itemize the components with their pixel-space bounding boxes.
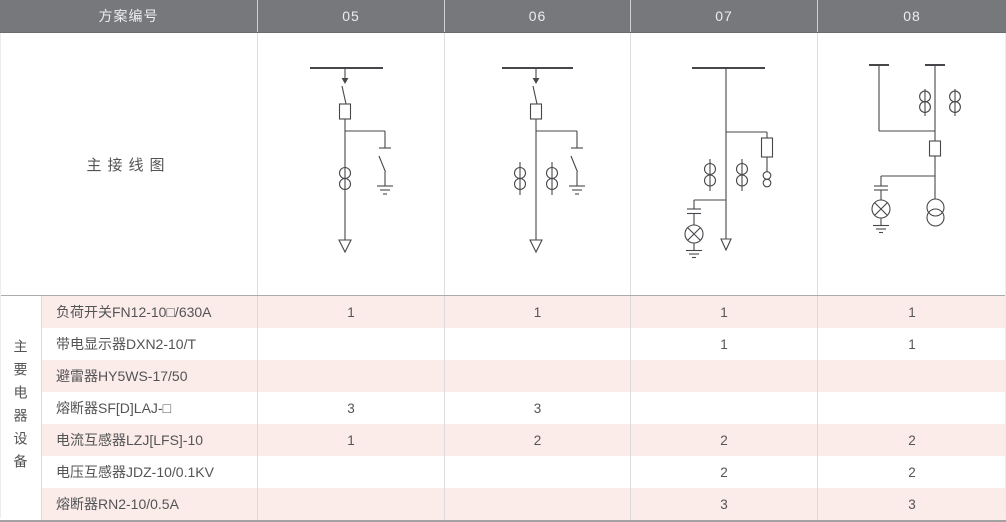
quantity-cell: 1 (817, 296, 1006, 328)
scheme-06-single-line-diagram-icon (502, 67, 585, 254)
equipment-group-label-cell: 主要电器设备 (0, 296, 42, 520)
quantity-cell: 3 (817, 488, 1006, 520)
scheme-07-single-line-diagram-icon (684, 67, 774, 259)
quantity-cell: 2 (630, 424, 817, 456)
quantity-cell (257, 488, 444, 520)
quantity-cell: 2 (444, 424, 630, 456)
scheme-05-single-line-diagram-icon (310, 67, 393, 254)
quantity-cell (444, 360, 630, 392)
table-row: 避雷器HY5WS-17/50 (42, 360, 1006, 392)
cable-terminal-icon (338, 239, 352, 254)
equipment-group-label: 主要电器设备 (12, 339, 29, 477)
current-transformer-icon (949, 89, 961, 116)
load-switch-icon (341, 68, 349, 105)
table-row: 负荷开关FN12-10□/630A 1 1 1 1 (42, 296, 1006, 328)
quantity-cell (817, 392, 1006, 424)
earthing-switch-icon (536, 130, 585, 195)
fuse-icon (529, 103, 543, 120)
quantity-cell (817, 360, 1006, 392)
quantity-cell (444, 328, 630, 360)
header-scheme-06: 06 (444, 0, 630, 32)
quantity-cell: 1 (444, 296, 630, 328)
header-scheme-08: 08 (817, 0, 1006, 32)
fuse-icon (760, 137, 774, 158)
load-switch-icon (532, 68, 540, 105)
equipment-name-cell: 避雷器HY5WS-17/50 (56, 368, 188, 384)
table-row: 电压互感器JDZ-10/0.1KV 2 2 (42, 456, 1006, 488)
quantity-cell: 2 (817, 456, 1006, 488)
header-scheme-07: 07 (630, 0, 817, 32)
quantity-cell: 1 (817, 328, 1006, 360)
quantity-cell: 3 (444, 392, 630, 424)
scheme-07-diagram-cell (630, 33, 817, 295)
current-transformer-icon (919, 89, 931, 116)
current-transformer-icon (703, 159, 717, 191)
equipment-name-cell: 负荷开关FN12-10□/630A (56, 304, 212, 320)
current-transformer-icon (338, 166, 352, 191)
quantity-cell: 1 (257, 296, 444, 328)
equipment-rows: 负荷开关FN12-10□/630A 1 1 1 1 带电显示器DXN2-10/T… (42, 296, 1006, 520)
live-display-device-icon (871, 175, 935, 234)
quantity-cell: 2 (817, 424, 1006, 456)
equipment-name-cell: 熔断器SF[D]LAJ-□ (56, 400, 172, 416)
quantity-cell: 1 (630, 296, 817, 328)
equipment-name-cell: 熔断器RN2-10/0.5A (56, 496, 179, 512)
cable-terminal-icon (720, 238, 732, 252)
scheme-08-single-line-diagram-icon (869, 64, 961, 234)
earthing-switch-icon (345, 130, 393, 195)
table-row: 电流互感器LZJ[LFS]-10 1 2 2 2 (42, 424, 1006, 456)
table-row: 熔断器SF[D]LAJ-□ 3 3 (42, 392, 1006, 424)
voltage-transformer-branch (726, 131, 774, 188)
scheme-06-diagram-cell (444, 33, 630, 295)
scheme-08-diagram-cell (817, 33, 1006, 295)
header-plan-number: 方案编号 (98, 8, 159, 24)
quantity-cell: 3 (257, 392, 444, 424)
current-transformer-icon (735, 159, 749, 191)
voltage-transformer-icon (762, 178, 772, 188)
voltage-transformer-icon (762, 171, 772, 180)
cable-terminal-icon (529, 239, 543, 254)
quantity-cell (257, 456, 444, 488)
quantity-cell (630, 360, 817, 392)
equipment-name-cell: 带电显示器DXN2-10/T (56, 336, 197, 352)
header-scheme-05: 05 (257, 0, 444, 32)
table-header-row: 方案编号 05 06 07 08 (0, 0, 1006, 33)
equipment-name-cell: 电压互感器JDZ-10/0.1KV (56, 464, 214, 480)
quantity-cell (257, 360, 444, 392)
fuse-icon (928, 140, 942, 157)
quantity-cell: 1 (257, 424, 444, 456)
equipment-name-cell: 电流互感器LZJ[LFS]-10 (56, 432, 204, 448)
quantity-cell (444, 488, 630, 520)
current-transformer-icon (545, 162, 559, 195)
quantity-cell: 1 (630, 328, 817, 360)
quantity-cell: 2 (630, 456, 817, 488)
main-wiring-diagram-row: 主接线图 (0, 33, 1006, 295)
quantity-cell (257, 328, 444, 360)
quantity-cell (630, 392, 817, 424)
table-row: 熔断器RN2-10/0.5A 3 3 (42, 488, 1006, 520)
quantity-cell (444, 456, 630, 488)
diagram-row-label: 主接线图 (86, 156, 171, 174)
table-bottom-rule (0, 520, 1006, 522)
current-transformer-icon (513, 162, 527, 195)
live-display-device-icon (684, 199, 726, 259)
fuse-icon (338, 103, 352, 120)
scheme-05-diagram-cell (257, 33, 444, 295)
table-row: 带电显示器DXN2-10/T 1 1 (42, 328, 1006, 360)
quantity-cell: 3 (630, 488, 817, 520)
table-left-edge (0, 33, 1, 518)
power-transformer-icon (926, 198, 945, 227)
equipment-section: 主要电器设备 负荷开关FN12-10□/630A 1 1 1 1 带电显示器DX… (0, 295, 1006, 520)
